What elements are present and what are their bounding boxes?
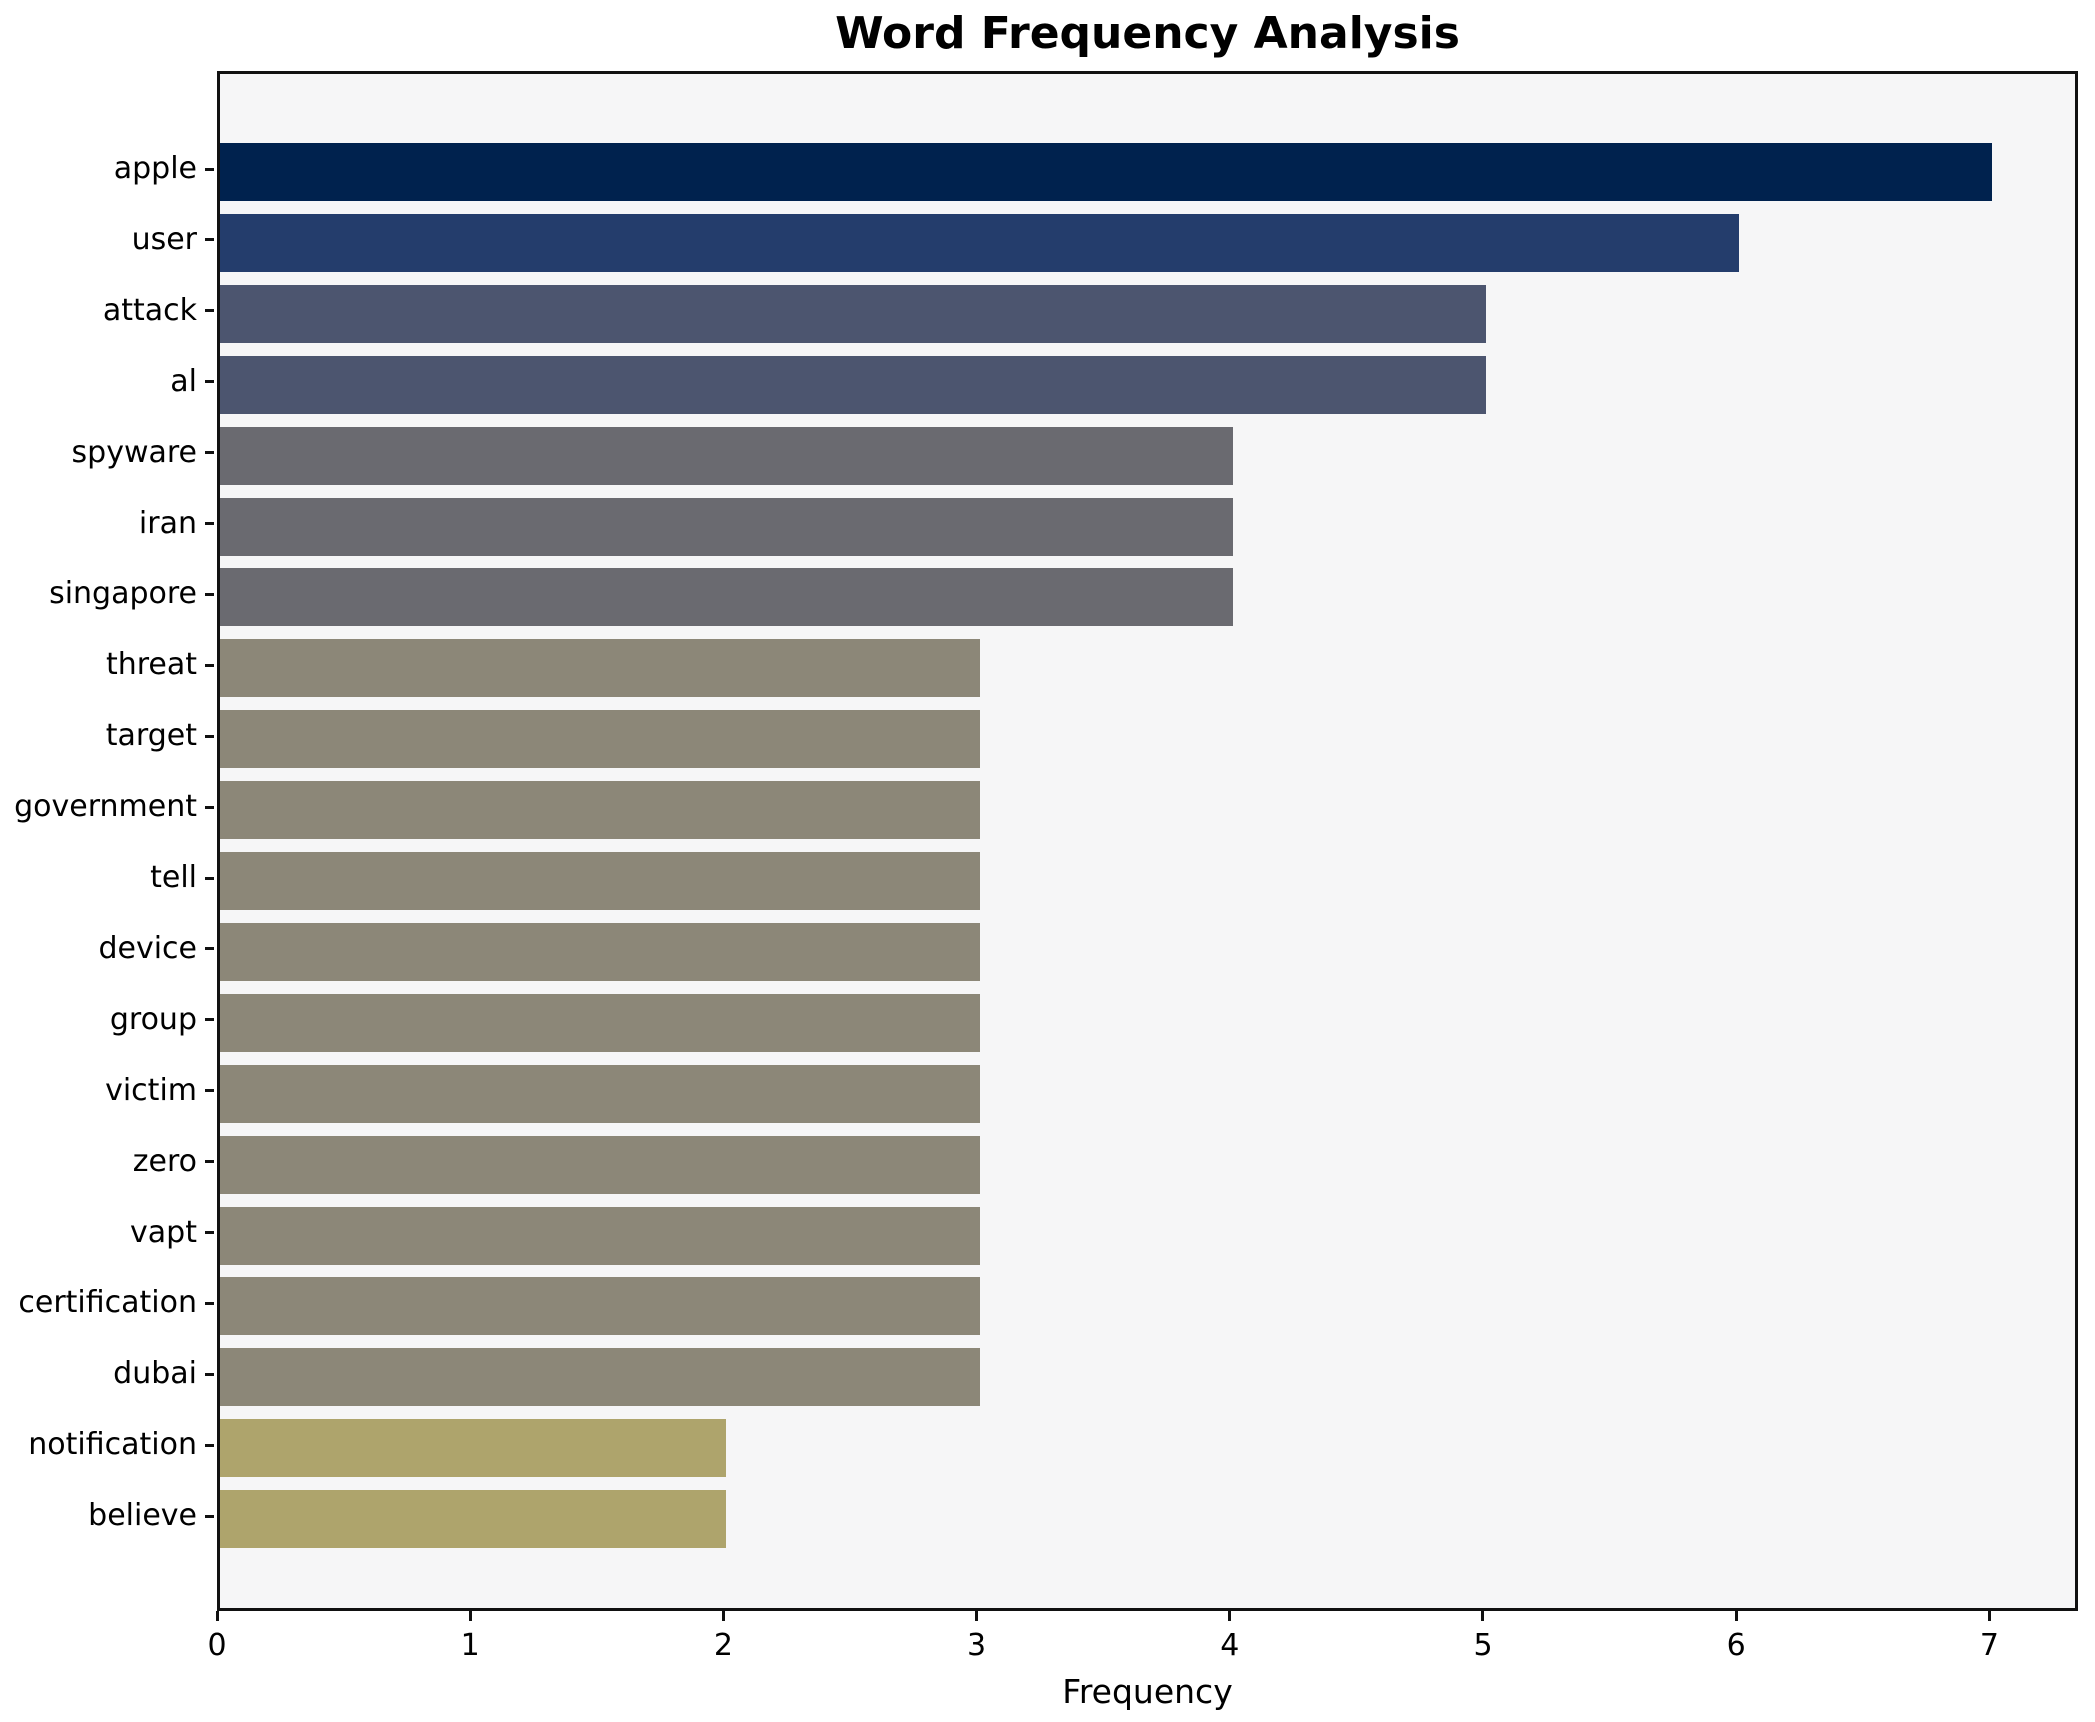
x-tick-label-5: 5 (1473, 1628, 1493, 1663)
x-tick-mark (1228, 1611, 1232, 1621)
y-tick-label-zero: zero (132, 1143, 197, 1179)
bar-believe (220, 1490, 727, 1549)
x-tick-mark (721, 1611, 725, 1621)
y-tick-mark (205, 167, 214, 171)
x-tick-mark (1481, 1611, 1485, 1621)
bar-iran (220, 497, 1233, 556)
bar-target (220, 710, 980, 769)
y-tick-label-vapt: vapt (130, 1214, 197, 1250)
y-tick-label-dubai: dubai (113, 1356, 197, 1392)
y-tick-mark (205, 734, 214, 738)
bar-threat (220, 639, 980, 698)
bar-dubai (220, 1348, 980, 1407)
y-tick-label-certification: certification (18, 1285, 197, 1321)
y-tick-mark (205, 805, 214, 809)
y-tick-label-group: group (109, 1001, 197, 1037)
x-tick-label-0: 0 (207, 1628, 227, 1663)
x-tick-mark (468, 1611, 472, 1621)
bar-government (220, 781, 980, 840)
y-tick-mark (205, 1443, 214, 1447)
plot-area (217, 71, 2078, 1611)
bar-attack (220, 284, 1486, 343)
bar-certification (220, 1277, 980, 1336)
y-tick-mark (205, 238, 214, 242)
y-tick-mark (205, 1160, 214, 1164)
y-tick-label-spyware: spyware (71, 434, 197, 470)
chart-title: Word Frequency Analysis (835, 8, 1460, 59)
y-tick-label-tell: tell (150, 860, 197, 895)
y-tick-label-notification: notification (28, 1427, 197, 1463)
y-tick-mark (205, 1231, 214, 1234)
x-tick-mark (1734, 1611, 1738, 1621)
y-tick-label-attack: attack (102, 292, 197, 328)
bar-zero (220, 1135, 980, 1194)
bar-singapore (220, 568, 1233, 627)
y-tick-mark (205, 1018, 214, 1022)
y-tick-mark (205, 451, 214, 455)
y-tick-mark (205, 1301, 214, 1305)
bar-notification (220, 1419, 727, 1478)
x-axis-label: Frequency (1062, 1672, 1233, 1711)
y-tick-label-iran: iran (138, 505, 197, 541)
y-tick-label-threat: threat (105, 647, 197, 683)
y-tick-label-apple: apple (113, 151, 197, 186)
bar-spyware (220, 426, 1233, 485)
x-tick-label-2: 2 (713, 1628, 733, 1663)
bar-user (220, 213, 1740, 272)
y-tick-mark (205, 1372, 214, 1376)
y-tick-mark (205, 522, 214, 525)
y-tick-label-target: target (105, 718, 197, 754)
y-tick-label-victim: victim (105, 1072, 197, 1108)
y-tick-mark (205, 380, 214, 384)
bar-victim (220, 1064, 980, 1123)
y-tick-label-government: government (14, 789, 197, 825)
bar-apple (220, 143, 1993, 201)
y-tick-mark (205, 309, 214, 313)
x-tick-label-7: 7 (1979, 1628, 1999, 1663)
y-tick-mark (205, 876, 214, 880)
x-tick-label-6: 6 (1726, 1628, 1746, 1663)
bar-device (220, 922, 980, 981)
bar-vapt (220, 1206, 980, 1265)
y-tick-label-singapore: singapore (49, 576, 197, 612)
y-tick-label-user: user (131, 221, 197, 257)
y-tick-label-believe: believe (88, 1498, 197, 1534)
y-tick-mark (205, 947, 214, 951)
y-tick-mark (205, 1089, 214, 1093)
y-tick-label-al: al (170, 363, 197, 399)
y-tick-mark (205, 663, 214, 667)
bar-group (220, 993, 980, 1052)
bar-al (220, 355, 1486, 414)
x-tick-mark (1987, 1611, 1991, 1621)
bar-tell (220, 852, 980, 910)
x-tick-mark (215, 1611, 219, 1621)
x-tick-label-4: 4 (1220, 1628, 1240, 1663)
y-tick-mark (205, 592, 214, 596)
x-tick-label-3: 3 (967, 1628, 987, 1663)
y-tick-label-device: device (98, 930, 197, 966)
x-tick-label-1: 1 (460, 1628, 480, 1663)
x-tick-mark (975, 1611, 979, 1621)
y-tick-mark (205, 1514, 214, 1518)
